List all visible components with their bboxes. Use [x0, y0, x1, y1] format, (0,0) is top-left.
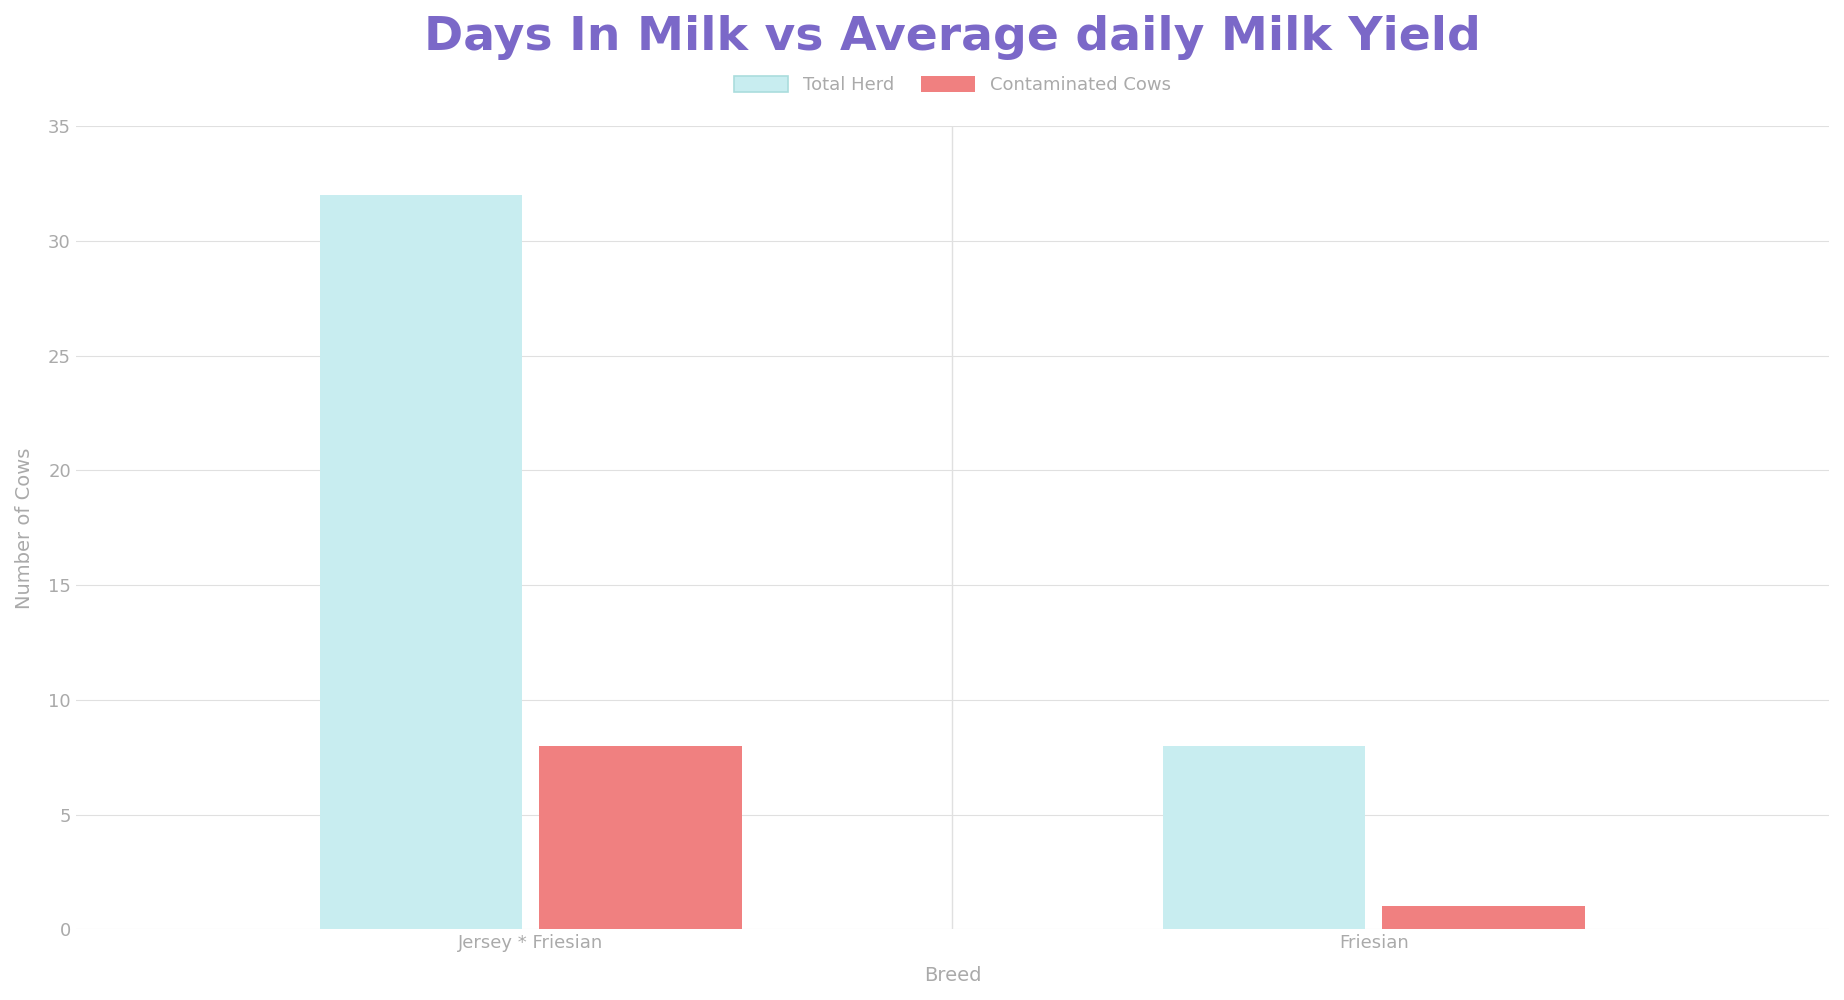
Bar: [321, 195, 522, 929]
Title: Days In Milk vs Average daily Milk Yield: Days In Milk vs Average daily Milk Yield: [424, 15, 1481, 60]
Bar: [538, 746, 741, 929]
Legend: Total Herd, Contaminated Cows: Total Herd, Contaminated Cows: [725, 67, 1180, 103]
Bar: [1164, 746, 1365, 929]
Y-axis label: Number of Cows: Number of Cows: [15, 447, 33, 609]
Bar: [1383, 906, 1584, 929]
X-axis label: Breed: Breed: [924, 966, 981, 985]
